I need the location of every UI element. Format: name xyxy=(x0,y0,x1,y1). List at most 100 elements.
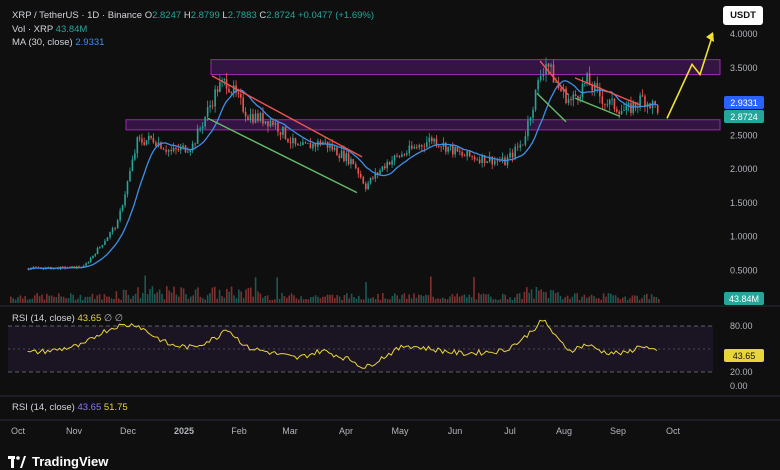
volume-bar xyxy=(259,293,262,303)
volume-bar xyxy=(199,296,202,303)
volume-bar xyxy=(254,277,257,303)
volume-bar xyxy=(72,294,74,303)
candle-body xyxy=(591,85,593,91)
candle-body xyxy=(343,150,345,161)
volume-bar xyxy=(82,299,84,303)
candle-body xyxy=(426,141,428,147)
volume-bar xyxy=(216,298,218,303)
volume-bar xyxy=(293,295,295,303)
volume-bar xyxy=(161,293,163,303)
candle-body xyxy=(581,83,584,97)
candle-body xyxy=(618,111,621,115)
brand-logo: TradingView xyxy=(8,454,108,469)
currency-button[interactable]: USDT xyxy=(723,6,763,25)
volume-bar xyxy=(317,296,319,303)
volume-bar xyxy=(439,298,442,303)
candle-body xyxy=(106,237,109,242)
volume-bar xyxy=(168,290,170,303)
candle-body xyxy=(61,266,64,268)
candle-body xyxy=(376,172,379,174)
volume-bar xyxy=(26,299,29,303)
volume-bar xyxy=(127,294,130,303)
volume-bar xyxy=(170,292,173,303)
candle-body xyxy=(299,145,302,146)
volume-bar xyxy=(619,299,622,303)
candle-body xyxy=(194,143,196,145)
volume-bar xyxy=(437,298,439,303)
candle-body xyxy=(177,149,180,151)
rsi-extra: ∅ ∅ xyxy=(103,313,124,324)
volume-bar xyxy=(53,296,55,303)
ma-legend: MA (30, close) 2.9331 xyxy=(12,37,104,48)
candle-body xyxy=(488,156,491,162)
candle-body xyxy=(357,168,360,174)
candle-body xyxy=(381,166,384,171)
candle-body xyxy=(367,183,369,190)
volume-bar xyxy=(624,296,626,303)
volume-bar xyxy=(209,293,211,303)
candle-body xyxy=(196,128,199,144)
volume-bar xyxy=(214,286,216,303)
volume-bar xyxy=(115,291,118,303)
volume-bar xyxy=(530,289,533,303)
candle-body xyxy=(599,87,601,97)
volume-bar xyxy=(478,293,480,303)
volume-bar xyxy=(204,299,206,303)
candle-body xyxy=(401,154,403,157)
volume-bar xyxy=(79,294,82,303)
volume-bar xyxy=(502,293,504,303)
volume-bar xyxy=(89,296,91,303)
volume-bar xyxy=(346,293,348,303)
candle-body xyxy=(116,220,119,229)
volume-bar xyxy=(50,295,53,303)
candle-body xyxy=(574,94,577,96)
candle-body xyxy=(440,146,442,148)
volume-bar xyxy=(36,293,38,303)
candle-body xyxy=(445,142,447,152)
volume-bar xyxy=(62,296,65,303)
volume-bar xyxy=(641,298,643,303)
candle-body xyxy=(172,147,175,152)
volume-bar xyxy=(415,297,418,303)
candle-body xyxy=(297,143,299,146)
candle-body xyxy=(516,146,519,148)
ma-30-line xyxy=(27,80,658,271)
candle-body xyxy=(447,146,449,152)
ma-label: MA (30, close) xyxy=(12,37,73,48)
volume-bar xyxy=(336,294,338,303)
symbol-title: XRP / TetherUS · 1D · Binance xyxy=(12,10,143,21)
volume-bar xyxy=(636,295,638,303)
volume-bar xyxy=(341,299,343,303)
candle-body xyxy=(147,135,150,141)
candle-body xyxy=(152,138,155,143)
candle-body xyxy=(567,99,570,103)
volume-bar xyxy=(514,297,516,303)
volume-bar xyxy=(622,297,624,303)
candle-body xyxy=(219,82,221,92)
candle-body xyxy=(244,111,247,117)
time-axis-label: May xyxy=(391,426,409,436)
volume-bar xyxy=(55,297,58,303)
volume-bar xyxy=(223,297,226,303)
volume-bar xyxy=(358,295,360,303)
volume-bar xyxy=(562,299,564,303)
volume-bar xyxy=(643,294,646,303)
candle-body xyxy=(85,263,87,266)
volume-bar xyxy=(67,298,70,303)
candle-body xyxy=(249,114,252,121)
volume-bar xyxy=(245,289,247,303)
high-label: H xyxy=(183,10,191,21)
volume-bar xyxy=(331,294,334,303)
candle-body xyxy=(471,156,473,157)
candle-body xyxy=(359,173,362,178)
candle-body xyxy=(302,142,304,146)
time-axis-label: Oct xyxy=(666,426,681,436)
candle-body xyxy=(179,146,182,151)
candle-body xyxy=(160,142,162,149)
volume-bar xyxy=(540,289,542,303)
volume-bar xyxy=(650,294,653,303)
candle-body xyxy=(641,95,644,97)
candle-body xyxy=(583,83,586,84)
